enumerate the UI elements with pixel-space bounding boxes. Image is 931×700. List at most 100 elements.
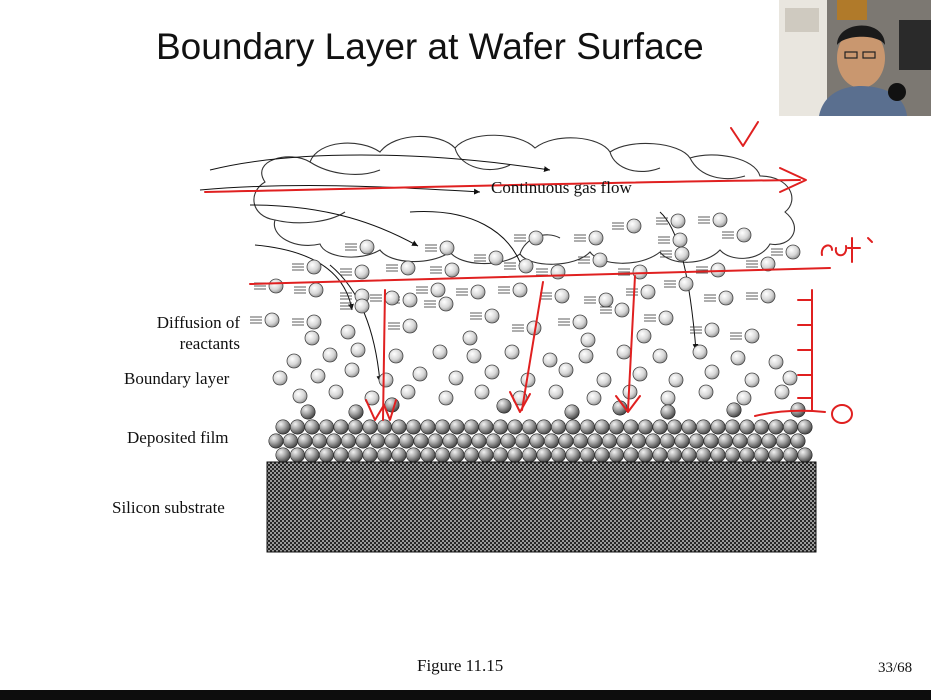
gas-molecule: [344, 362, 360, 378]
film-atom: [739, 419, 755, 435]
film-atom: [311, 433, 327, 449]
gas-molecule: [364, 390, 380, 406]
gas-molecule: [636, 328, 652, 344]
gas-molecule: [400, 260, 416, 276]
film-atom: [391, 447, 407, 463]
gas-molecule: [554, 288, 570, 304]
gas-molecule: [488, 250, 504, 266]
film-atom: [608, 419, 624, 435]
gas-molecule: [470, 284, 486, 300]
film-atom: [703, 433, 719, 449]
gas-molecule: [785, 244, 801, 260]
film-atom: [398, 433, 414, 449]
gas-molecule: [580, 332, 596, 348]
film-atom: [637, 447, 653, 463]
gas-molecule: [614, 302, 630, 318]
film-atom: [565, 447, 581, 463]
film-atom: [449, 447, 465, 463]
down-arrow-3: [627, 275, 636, 411]
film-atom: [420, 419, 436, 435]
film-atom: [333, 447, 349, 463]
boundary-line: [249, 267, 831, 285]
film-atom: [536, 447, 552, 463]
gas-molecule: [782, 370, 798, 386]
gas-molecule: [704, 364, 720, 380]
gas-molecule: [578, 348, 594, 364]
film-atom: [637, 419, 653, 435]
gas-molecule: [550, 264, 566, 280]
film-atom: [674, 433, 690, 449]
gas-molecule: [658, 310, 674, 326]
gas-molecule: [668, 372, 684, 388]
gas-molecule: [484, 308, 500, 324]
gas-molecule: [378, 372, 394, 388]
film-atom: [355, 433, 371, 449]
gas-molecule: [474, 384, 490, 400]
gas-molecule: [466, 348, 482, 364]
film-atom: [384, 433, 400, 449]
film-atom: [630, 433, 646, 449]
gas-molecule: [402, 318, 418, 334]
film-atom: [492, 419, 508, 435]
adsorbed-atom: [300, 404, 316, 420]
film-atom: [717, 433, 733, 449]
film-atom: [543, 433, 559, 449]
film-atom: [623, 447, 639, 463]
film-atom: [362, 447, 378, 463]
gas-molecule: [670, 213, 686, 229]
gas-molecule: [736, 227, 752, 243]
tick-bracket: [797, 289, 813, 411]
gas-molecule: [448, 370, 464, 386]
film-atom: [434, 447, 450, 463]
gas-molecule: [438, 390, 454, 406]
gas-molecule: [760, 256, 776, 272]
film-atom: [710, 447, 726, 463]
film-atom: [753, 447, 769, 463]
gas-molecule: [354, 264, 370, 280]
gas-molecule: [462, 330, 478, 346]
film-atom: [746, 433, 762, 449]
diffusion-label-line2: reactants: [179, 334, 240, 353]
film-atom: [652, 447, 668, 463]
gas-molecule: [718, 290, 734, 306]
gas-molecule: [558, 362, 574, 378]
film-atom: [550, 447, 566, 463]
gas-molecule: [768, 354, 784, 370]
film-atom: [456, 433, 472, 449]
gas-molecule: [592, 252, 608, 268]
film-atom: [318, 447, 334, 463]
deposited-film: [268, 397, 813, 463]
gas-molecule: [264, 312, 280, 328]
film-atom: [623, 419, 639, 435]
gas-molecule: [692, 344, 708, 360]
deposited-film-label: Deposited film: [127, 428, 229, 447]
film-atom: [449, 419, 465, 435]
film-atom: [666, 447, 682, 463]
gas-molecule: [306, 314, 322, 330]
slide-title: Boundary Layer at Wafer Surface: [156, 26, 704, 67]
bottom-bar: [0, 690, 931, 700]
film-atom: [369, 433, 385, 449]
gas-molecule: [542, 352, 558, 368]
film-atom: [282, 433, 298, 449]
film-atom: [652, 419, 668, 435]
gas-molecule: [548, 384, 564, 400]
gas-molecule: [484, 364, 500, 380]
gas-molecule: [616, 344, 632, 360]
presenter-video-icon: [779, 0, 931, 116]
gas-molecule: [744, 328, 760, 344]
film-atom: [732, 433, 748, 449]
film-atom: [275, 447, 291, 463]
gas-molecule: [432, 344, 448, 360]
film-atom: [304, 419, 320, 435]
silicon-substrate: [266, 461, 817, 553]
film-atom: [775, 433, 791, 449]
film-atom: [347, 447, 363, 463]
film-atom: [616, 433, 632, 449]
film-atom: [565, 419, 581, 435]
gas-molecule: [306, 259, 322, 275]
film-atom: [797, 419, 813, 435]
gas-molecule: [359, 239, 375, 255]
flow-arrow-top: [204, 179, 801, 193]
